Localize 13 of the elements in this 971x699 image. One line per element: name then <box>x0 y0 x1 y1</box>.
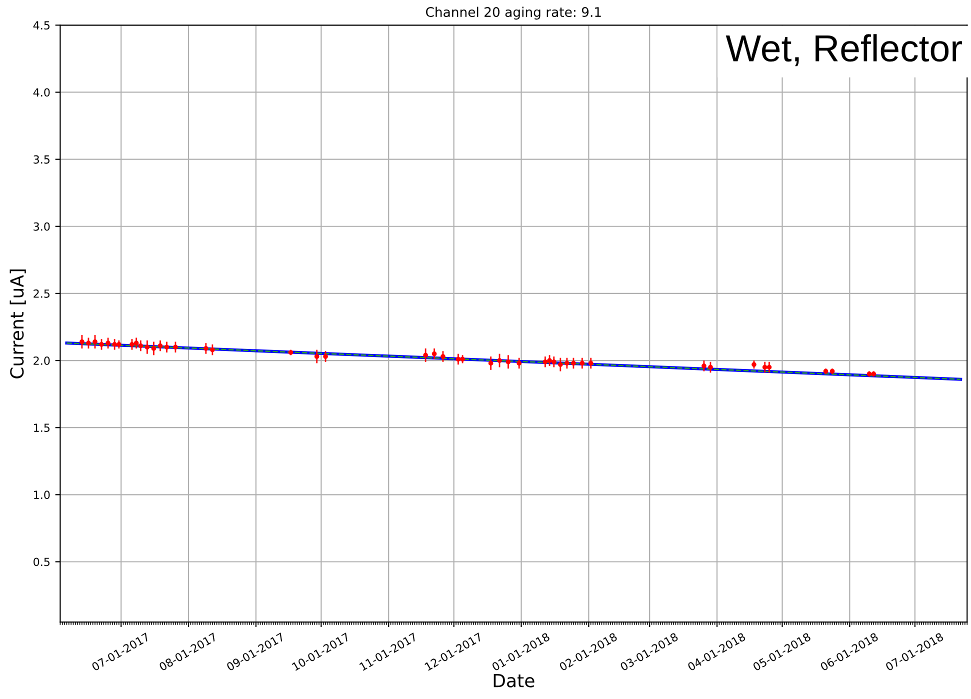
y-tick-label: 1.5 <box>34 424 50 432</box>
chart-title: Channel 20 aging rate: 9.1 <box>426 6 601 20</box>
x-axis-title: Date <box>494 674 534 688</box>
y-tick-label: 2.5 <box>34 289 50 298</box>
y-tick-label: 4.0 <box>33 88 50 97</box>
y-axis-title: Current [uA] <box>10 269 26 378</box>
annotation: Wet, Reflector <box>726 34 962 66</box>
y-tick-label: 0.5 <box>34 558 50 566</box>
y-tick-label: 1.0 <box>34 490 50 500</box>
y-tick-label: 4.5 <box>33 21 50 30</box>
y-tick-label: 3.5 <box>34 155 50 164</box>
y-tick-label: 2.0 <box>34 356 50 365</box>
y-tick-label: 3.0 <box>34 222 50 231</box>
